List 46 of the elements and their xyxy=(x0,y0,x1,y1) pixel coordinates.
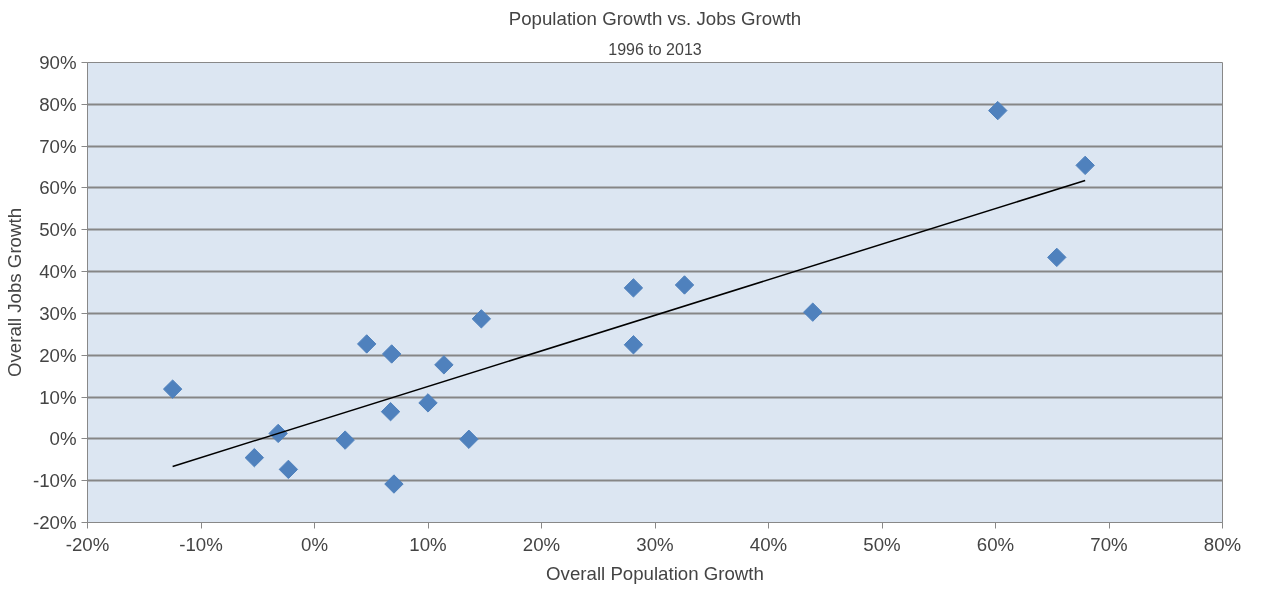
y-axis-title: Overall Jobs Growth xyxy=(3,208,25,377)
point xyxy=(384,474,404,494)
point xyxy=(162,379,183,399)
point xyxy=(434,355,454,375)
x-tick-label: 0% xyxy=(301,533,328,555)
x-tick-label: 30% xyxy=(636,533,674,555)
point xyxy=(244,447,265,468)
point xyxy=(335,430,355,450)
x-tick-label: 60% xyxy=(976,533,1015,555)
point xyxy=(471,309,492,329)
y-tick-label: 10% xyxy=(39,386,77,408)
x-axis-title: Overall Population Growth xyxy=(546,562,764,584)
point xyxy=(988,100,1008,121)
x-tick-label: 80% xyxy=(1203,533,1242,555)
y-tick-label: 50% xyxy=(39,219,77,241)
point xyxy=(803,302,823,322)
point xyxy=(278,459,299,480)
y-tick-label: -10% xyxy=(32,470,77,492)
x-tick-label: 10% xyxy=(409,533,447,555)
chart-subtitle: 1996 to 2013 xyxy=(608,40,702,58)
point xyxy=(1075,155,1095,176)
y-tick-label: -20% xyxy=(32,512,77,533)
y-tick-label: 90% xyxy=(39,52,77,73)
point xyxy=(623,335,644,355)
x-tick-label: 70% xyxy=(1090,533,1128,555)
y-tick-label: 0% xyxy=(49,428,77,450)
x-tick-label: 50% xyxy=(863,533,901,555)
y-tick-label: 70% xyxy=(39,135,77,157)
point xyxy=(381,344,402,364)
chart-title: Population Growth vs. Jobs Growth xyxy=(508,7,802,29)
point xyxy=(357,334,377,354)
point xyxy=(623,278,644,298)
point xyxy=(418,393,438,413)
x-tick-label: 40% xyxy=(749,533,788,555)
point xyxy=(459,429,479,449)
y-tick-label: 60% xyxy=(39,177,77,199)
y-tick-label: 40% xyxy=(39,261,77,283)
x-tick-label: -20% xyxy=(65,533,110,555)
point xyxy=(674,275,695,295)
y-tick-label: 30% xyxy=(39,302,77,324)
point xyxy=(1047,247,1067,268)
y-tick-label: 20% xyxy=(39,344,77,366)
x-tick-label: 20% xyxy=(522,533,561,555)
y-tick-label: 80% xyxy=(39,93,77,115)
point xyxy=(380,401,401,422)
x-tick-label: -10% xyxy=(179,533,223,555)
